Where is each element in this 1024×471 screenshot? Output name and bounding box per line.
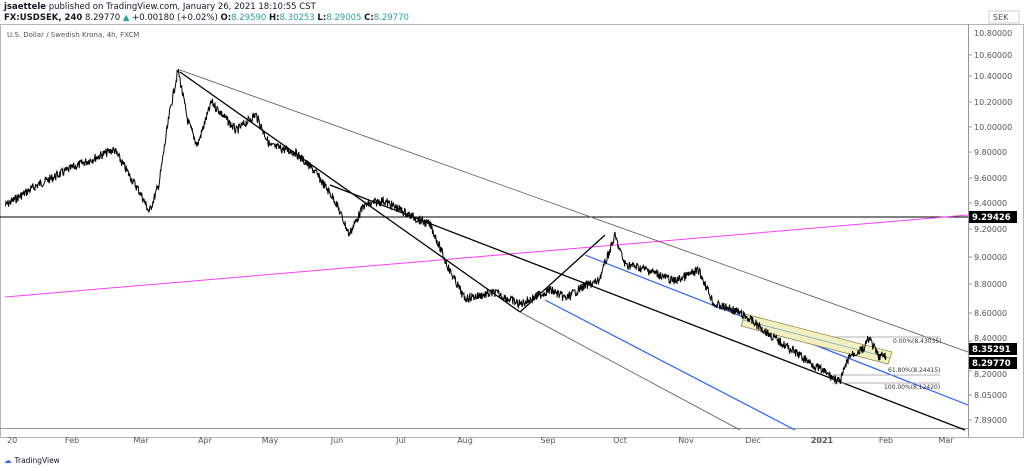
price-series-line xyxy=(4,68,887,385)
low-label: L: xyxy=(317,13,327,23)
time-tick-label: Aug xyxy=(457,436,473,445)
time-tick-label: Jul xyxy=(395,436,406,445)
time-tick-label: 2021 xyxy=(811,436,834,445)
time-tick-label: Feb xyxy=(65,436,79,445)
pink-trendline[interactable] xyxy=(4,214,969,298)
horizontal-line-price: 9.29426 xyxy=(972,213,1011,223)
symbol-info: FX:USDSEK, 240 8.29770 ▲ +0.00180 (+0.02… xyxy=(4,13,409,23)
price-tick-label: 8.20000 xyxy=(974,370,1007,379)
lower-channel-line[interactable] xyxy=(519,311,741,431)
close-label: C: xyxy=(364,13,374,23)
time-tick-label: May xyxy=(262,436,279,445)
price-tick-label: 9.60000 xyxy=(974,174,1007,183)
price-change: +0.00180 (+0.02%) xyxy=(132,13,218,23)
time-axis[interactable]: 20 Feb Mar Apr May Jun Jul Aug Sep Oct Nov Dec 2021 F… xyxy=(7,436,954,445)
blue-channel-line-lower[interactable] xyxy=(544,299,796,431)
publish-info: jsaettele published on TradingView.com, … xyxy=(4,2,316,12)
price-tick-label: 10.40000 xyxy=(974,72,1012,81)
last-price: 8.29770 xyxy=(85,13,121,23)
trendline-down[interactable] xyxy=(179,71,521,313)
tradingview-cloud-icon: ☁ xyxy=(4,456,12,465)
band-midline xyxy=(742,319,891,359)
currency-label: SEK xyxy=(993,13,1009,22)
price-tick-label: 8.40000 xyxy=(974,334,1007,343)
time-tick-label: Mar xyxy=(938,436,954,445)
price-axis[interactable]: 10.60000 10.40000 10.20000 10.00000 9.80000 9… xyxy=(968,51,1012,425)
publish-date: published on TradingView.com, January 26… xyxy=(48,2,316,12)
time-tick-label: 20 xyxy=(7,436,17,445)
low-value: 8.29005 xyxy=(326,13,362,23)
fib-label-100: 100.00%(8.12420) xyxy=(884,384,940,391)
price-tick-label: 8.80000 xyxy=(974,280,1007,289)
price-tick-label: 9.00000 xyxy=(974,253,1007,262)
open-label: O: xyxy=(220,13,232,23)
high-label: H: xyxy=(269,13,280,23)
time-tick-label: Sep xyxy=(540,436,555,445)
last-price-tag xyxy=(969,357,1017,369)
time-tick-label: Oct xyxy=(613,436,627,445)
time-tick-label: Apr xyxy=(198,436,213,445)
fib-label-0: 0.00%(8.43035) xyxy=(893,338,942,345)
time-tick-label: Jun xyxy=(330,436,344,445)
up-arrow-icon: ▲ xyxy=(122,13,130,23)
tradingview-brand: TradingView xyxy=(14,456,60,465)
price-tick-label: 10.20000 xyxy=(974,98,1012,107)
high-value: 8.30253 xyxy=(279,13,315,23)
middle-channel-line[interactable] xyxy=(329,184,966,431)
tradingview-logo[interactable]: ☁ TradingView xyxy=(4,456,60,465)
price-tick-label: 10.60000 xyxy=(974,51,1012,60)
horizontal-line-price-tag xyxy=(969,211,1017,223)
publisher-name: jsaettele xyxy=(4,2,47,12)
price-tick-label: 9.40000 xyxy=(974,199,1007,208)
time-tick-label: Dec xyxy=(745,436,760,445)
time-tick-label: Nov xyxy=(678,436,694,445)
upper-channel-line[interactable] xyxy=(179,69,969,353)
price-tick-label: 8.60000 xyxy=(974,309,1007,318)
price-tick-label: 8.05000 xyxy=(974,391,1007,400)
price-tick-top: 10.80000 xyxy=(974,29,1012,38)
price-tick-label: 9.20000 xyxy=(974,225,1007,234)
chart-legend: U.S. Dollar / Swedish Krona, 4h, FXCM xyxy=(7,31,139,39)
symbol: FX:USDSEK, 240 xyxy=(4,13,83,23)
chart-frame xyxy=(0,24,1024,438)
drawings: 0.00%(8.43035) 61.80%(8.24415) 100.00%(8… xyxy=(0,69,969,431)
last-price-label: 8.29770 xyxy=(972,359,1011,369)
price-tick-label: 10.00000 xyxy=(974,123,1012,132)
open-value: 8.29590 xyxy=(231,13,267,23)
price-tick-label: 9.80000 xyxy=(974,148,1007,157)
upper-price: 8.35291 xyxy=(972,345,1011,355)
upper-price-tag xyxy=(969,343,1017,355)
price-tick-label: 7.89000 xyxy=(974,416,1007,425)
fib-label-618: 61.80%(8.24415) xyxy=(888,367,940,374)
time-tick-label: Mar xyxy=(133,436,149,445)
close-value: 8.29770 xyxy=(373,13,409,23)
currency-badge xyxy=(988,10,1020,24)
time-tick-label: Feb xyxy=(879,436,893,445)
